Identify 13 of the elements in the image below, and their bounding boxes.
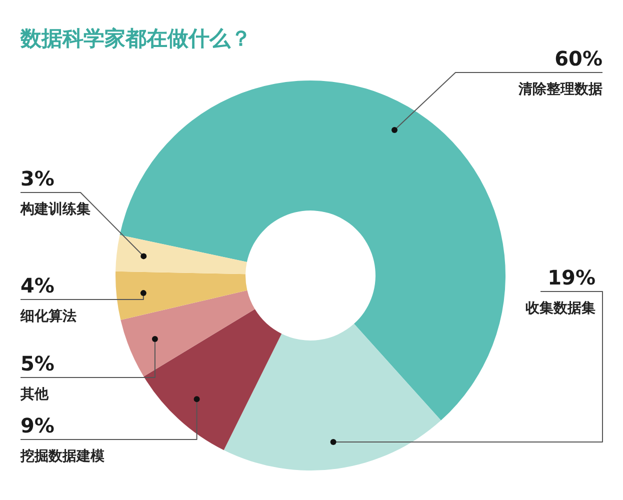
data-label: 9% [20,414,54,438]
data-label: 19% [548,266,596,290]
slice-label: 细化算法 [20,308,76,324]
data-label: 4% [20,274,54,298]
slice-label: 构建训练集 [20,202,90,218]
data-label: 60% [554,46,603,70]
slice-label: 收集数据集 [526,300,596,316]
chart-title: 数据科学家都在做什么？ [20,26,252,50]
data-label: 5% [20,352,54,376]
slice-label: 挖掘数据建模 [20,448,106,464]
slice-label: 清除整理数据 [518,82,602,98]
slice-label: 其他 [20,386,50,402]
data-label: 3% [20,166,54,190]
